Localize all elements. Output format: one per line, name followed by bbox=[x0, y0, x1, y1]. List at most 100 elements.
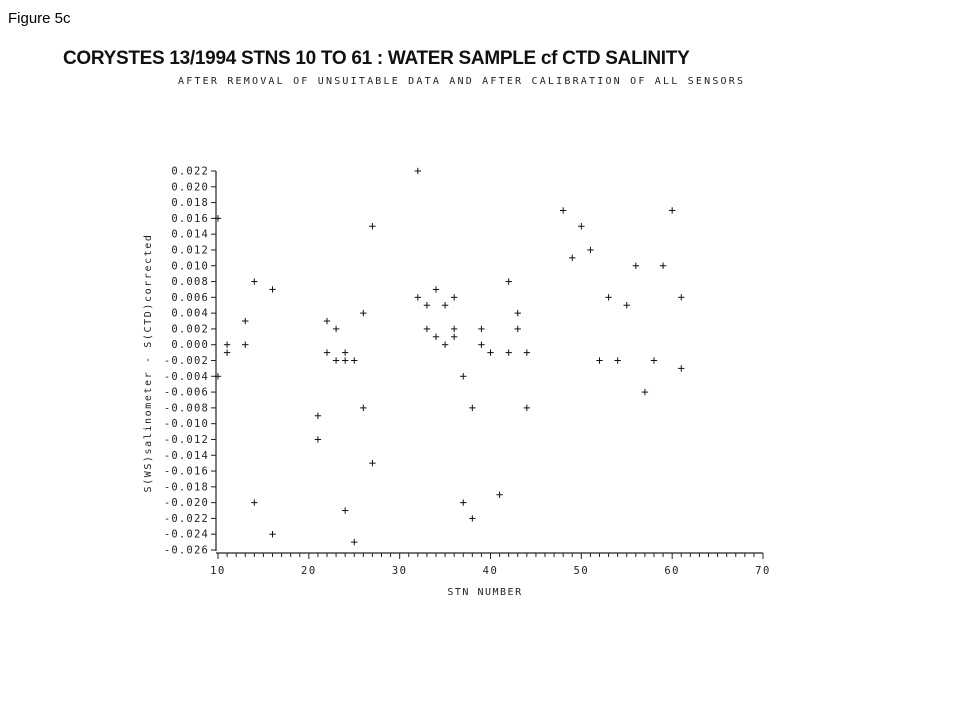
data-point bbox=[569, 254, 576, 262]
x-tick-label: 20 bbox=[301, 565, 317, 577]
y-tick-label: 0.008 bbox=[171, 276, 209, 288]
data-point bbox=[587, 246, 594, 254]
data-point bbox=[214, 373, 222, 380]
data-point bbox=[469, 404, 476, 412]
data-point bbox=[341, 357, 349, 364]
x-tick-label: 50 bbox=[574, 565, 590, 577]
y-axis-ticks: 0.022 0.020 0.018 0.016 0.014 0.012 0.010 0.008… bbox=[164, 166, 216, 557]
data-point bbox=[596, 357, 603, 364]
x-tick-label: 60 bbox=[664, 565, 680, 577]
chart-title: CORYSTES 13/1994 STNS 10 TO 61 : WATER S… bbox=[63, 48, 690, 69]
data-point bbox=[450, 294, 458, 301]
data-points bbox=[214, 167, 685, 546]
y-tick-label: 0.020 bbox=[171, 181, 209, 193]
data-point bbox=[460, 499, 467, 506]
figure-label: Figure 5c bbox=[8, 10, 71, 27]
data-point bbox=[414, 294, 422, 301]
y-tick-label: -0.004 bbox=[164, 371, 209, 383]
data-point bbox=[323, 349, 331, 356]
data-point bbox=[251, 499, 258, 506]
data-point bbox=[650, 357, 658, 364]
data-point bbox=[450, 333, 458, 341]
x-tick-label: 40 bbox=[483, 565, 499, 577]
data-point bbox=[351, 538, 358, 546]
data-point bbox=[441, 341, 449, 348]
y-tick-label: -0.006 bbox=[164, 387, 209, 399]
data-point bbox=[678, 294, 685, 301]
y-tick-label: -0.002 bbox=[164, 355, 209, 367]
y-tick-label: 0.016 bbox=[171, 213, 209, 225]
data-point bbox=[578, 223, 585, 230]
data-point bbox=[314, 412, 322, 419]
y-tick-label: 0.012 bbox=[171, 244, 209, 256]
data-point bbox=[269, 531, 276, 538]
data-point bbox=[369, 223, 376, 230]
data-point bbox=[614, 357, 621, 364]
y-tick-label: -0.026 bbox=[164, 545, 209, 557]
data-point bbox=[369, 459, 376, 467]
data-point bbox=[668, 207, 676, 214]
y-tick-label: 0.010 bbox=[171, 260, 209, 272]
y-tick-label: 0.002 bbox=[171, 323, 209, 335]
y-tick-label: 0.018 bbox=[171, 197, 209, 209]
data-point bbox=[559, 207, 567, 214]
data-point bbox=[441, 302, 449, 309]
data-point bbox=[523, 349, 531, 356]
data-point bbox=[478, 341, 485, 348]
data-point bbox=[360, 404, 367, 412]
y-tick-label: -0.018 bbox=[164, 481, 209, 493]
data-point bbox=[341, 349, 349, 356]
data-point bbox=[605, 294, 612, 301]
data-point bbox=[341, 507, 349, 514]
axes bbox=[215, 171, 763, 554]
x-axis-label: STN NUMBER bbox=[447, 587, 522, 598]
data-point bbox=[478, 325, 485, 333]
data-point bbox=[632, 262, 640, 269]
data-point bbox=[332, 357, 340, 364]
y-tick-label: -0.012 bbox=[164, 434, 209, 446]
data-point bbox=[450, 325, 458, 333]
data-point bbox=[496, 491, 503, 498]
y-tick-label: -0.022 bbox=[164, 513, 209, 525]
data-point bbox=[269, 286, 276, 293]
data-point bbox=[514, 309, 521, 317]
x-tick-label: 10 bbox=[210, 565, 226, 577]
y-tick-label: 0.006 bbox=[171, 292, 209, 304]
y-tick-label: -0.020 bbox=[164, 497, 209, 509]
data-point bbox=[432, 333, 440, 341]
y-tick-label: -0.008 bbox=[164, 402, 209, 414]
data-point bbox=[214, 215, 222, 222]
data-point bbox=[360, 309, 367, 317]
data-point bbox=[505, 349, 512, 356]
data-point bbox=[423, 325, 431, 333]
data-point bbox=[223, 341, 231, 348]
data-point bbox=[432, 286, 440, 293]
data-point bbox=[351, 357, 358, 364]
data-point bbox=[641, 388, 649, 396]
data-point bbox=[460, 373, 467, 380]
y-tick-label: -0.016 bbox=[164, 466, 209, 478]
data-point bbox=[242, 317, 249, 325]
y-tick-label: -0.010 bbox=[164, 418, 209, 430]
data-point bbox=[314, 436, 322, 443]
data-point bbox=[223, 349, 231, 356]
data-point bbox=[323, 317, 331, 325]
data-point bbox=[678, 365, 685, 372]
data-point bbox=[242, 341, 249, 348]
y-tick-label: -0.024 bbox=[164, 529, 209, 541]
y-axis-label: S(WS)salinometer - S(CTD)corrected bbox=[143, 233, 154, 492]
data-point bbox=[487, 349, 494, 356]
data-point bbox=[523, 404, 531, 412]
data-point bbox=[623, 302, 630, 309]
y-tick-label: 0.014 bbox=[171, 229, 209, 241]
data-point bbox=[469, 515, 476, 522]
data-point bbox=[251, 278, 258, 285]
x-axis-ticks: 10 20 30 40 50 60 70 bbox=[210, 553, 771, 577]
x-tick-label: 70 bbox=[755, 565, 771, 577]
data-point bbox=[423, 302, 431, 309]
y-tick-label: 0.022 bbox=[171, 166, 209, 178]
x-tick-label: 30 bbox=[392, 565, 408, 577]
y-tick-label: -0.014 bbox=[164, 450, 209, 462]
chart-subtitle: AFTER REMOVAL OF UNSUITABLE DATA AND AFT… bbox=[178, 76, 746, 87]
